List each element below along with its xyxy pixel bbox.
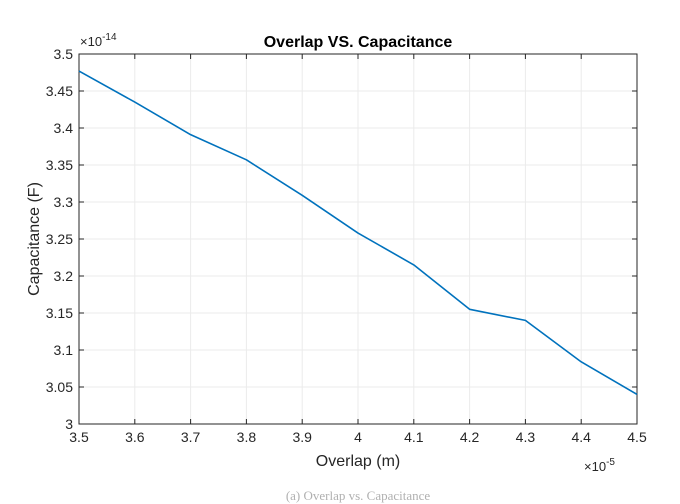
chart-title: Overlap VS. Capacitance [264,34,453,51]
x-tick-label: 4.5 [627,429,647,445]
x-multiplier-exponent: -5 [606,457,615,468]
x-tick-label: 3.5 [69,429,89,445]
y-tick-label: 3.4 [54,120,74,136]
y-tick-label: 3.15 [46,305,73,321]
x-tick-label: 4.1 [404,429,424,445]
tick-marks [78,53,638,425]
y-multiplier-base: ×10 [80,34,102,49]
x-axis-multiplier: ×10-5 [584,457,615,474]
x-tick-label: 4.3 [516,429,536,445]
x-tick-label: 4.2 [460,429,480,445]
y-tick-label: 3.35 [46,157,73,173]
y-axis-label: Capacitance (F) [26,182,43,296]
x-tick-label: 3.9 [292,429,312,445]
x-tick-label: 4.4 [571,429,591,445]
data-points [78,71,638,395]
y-tick-label: 3.2 [54,268,74,284]
y-multiplier-exponent: -14 [102,32,117,43]
y-tick-label: 3.5 [54,46,74,62]
y-tick-label: 3 [65,416,73,432]
grid [78,53,638,425]
y-tick-label: 3.45 [46,83,73,99]
y-axis-ticks: 3 3.05 3.1 3.15 3.2 3.25 3.3 3.35 3.4 3.45 3.5 [46,46,73,432]
x-tick-label: 3.8 [237,429,257,445]
x-multiplier-base: ×10 [584,459,606,474]
x-tick-label: 4 [354,429,362,445]
y-tick-label: 3.3 [54,194,74,210]
x-axis-label: Overlap (m) [316,453,400,470]
y-axis-multiplier: ×10-14 [80,32,117,49]
y-tick-label: 3.1 [54,342,74,358]
y-tick-label: 3.25 [46,231,73,247]
x-tick-label: 3.6 [125,429,145,445]
y-tick-label: 3.05 [46,379,73,395]
x-tick-label: 3.7 [181,429,201,445]
x-axis-ticks: 3.5 3.6 3.7 3.8 3.9 4 4.1 4.2 4.3 4.4 4.5 [69,429,647,445]
figure-caption: (a) Overlap vs. Capacitance [286,488,431,503]
